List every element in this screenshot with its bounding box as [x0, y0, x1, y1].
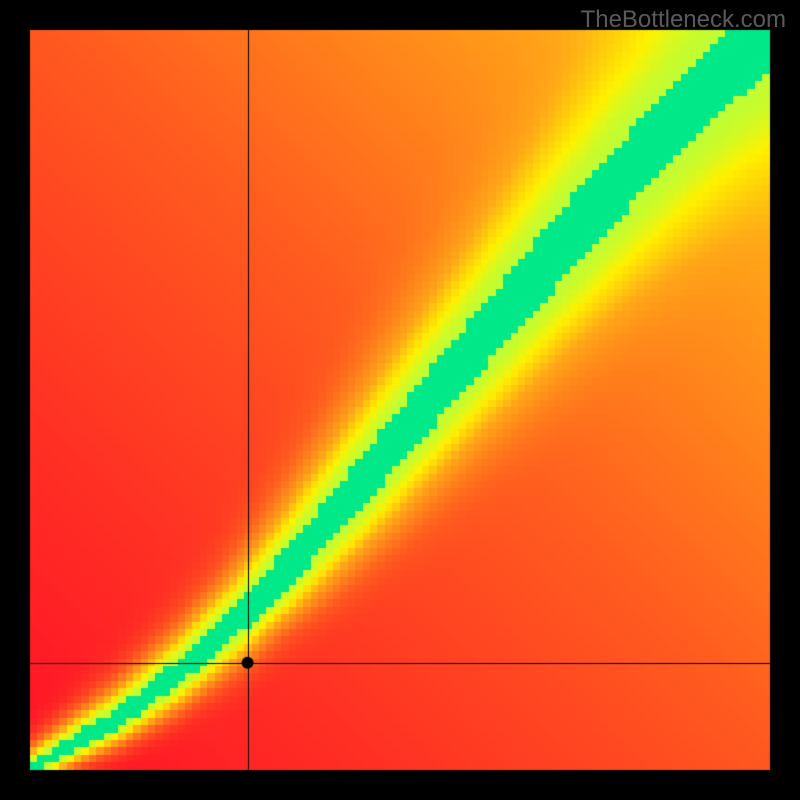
- bottleneck-heatmap: [0, 0, 800, 800]
- attribution-text: TheBottleneck.com: [581, 6, 786, 34]
- root-container: TheBottleneck.com: [0, 0, 800, 800]
